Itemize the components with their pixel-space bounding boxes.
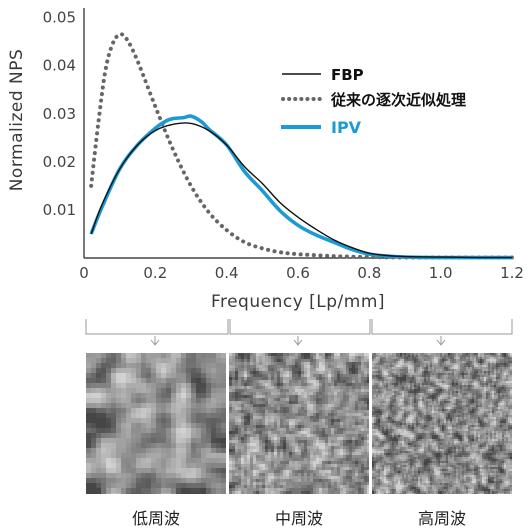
y-tick-label: 0.05	[43, 9, 76, 27]
legend-label-ipv: IPV	[331, 118, 362, 137]
series-layer	[91, 34, 512, 257]
noise-panel-high	[372, 353, 512, 494]
panel-label-low: 低周波	[86, 505, 226, 529]
noise-texture-mid	[229, 353, 369, 494]
noise-texture-high	[372, 353, 512, 494]
panel-label-high: 高周波	[372, 505, 512, 529]
y-tick-label: 0.02	[43, 153, 76, 171]
x-tick-label: 0.4	[215, 264, 239, 282]
y-axis-title: Normalized NPS	[7, 49, 27, 192]
y-tick-label: 0.03	[43, 105, 76, 123]
noise-texture-low	[86, 353, 226, 494]
y-tick-label: 0.04	[43, 57, 76, 75]
tick-labels: 0 0.2 0.4 0.6 0.8 1.0 1.2 0.01 0.02 0.03 0.04 0.05	[43, 9, 524, 282]
x-tick-label: 1.2	[500, 264, 524, 282]
x-tick-label: 0.8	[357, 264, 381, 282]
noise-panel-low	[86, 353, 226, 494]
series-line-iterative	[91, 34, 512, 257]
y-tick-label: 0.01	[43, 201, 76, 219]
series-line-fbp	[91, 123, 512, 258]
x-tick-label: 1.0	[429, 264, 453, 282]
legend-label-fbp: FBP	[331, 66, 364, 84]
x-axis-title: Frequency [Lp/mm]	[211, 292, 385, 312]
x-tick-label: 0.2	[143, 264, 167, 282]
x-tick-label: 0	[79, 264, 89, 282]
band-brackets	[86, 319, 512, 345]
panel-label-mid: 中周波	[229, 505, 369, 529]
series-line-ipv	[91, 116, 512, 258]
x-tick-label: 0.6	[286, 264, 310, 282]
legend: FBP 従来の逐次近似処理 IPV	[281, 66, 466, 137]
noise-panel-mid	[229, 353, 369, 494]
legend-label-iterative: 従来の逐次近似処理	[330, 91, 466, 109]
